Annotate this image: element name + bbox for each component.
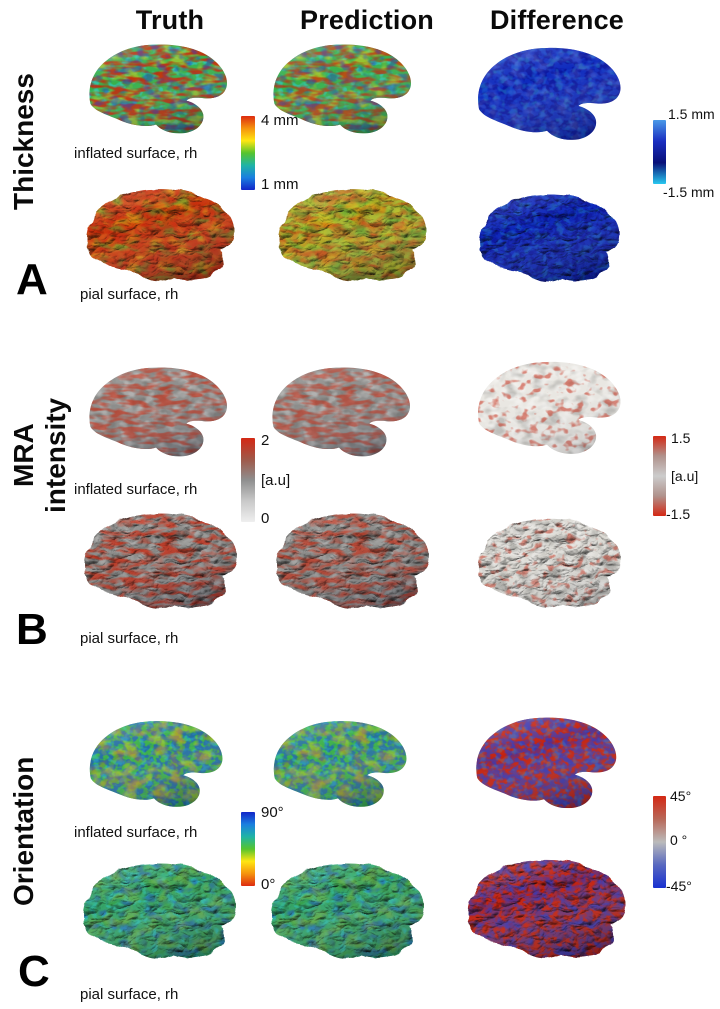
column-header-prediction: Prediction [299,5,435,35]
colorbar-b-main [241,438,255,522]
brain-orientation-difference-inflated [476,717,617,809]
colorbar-b-main-max-label: 2 [261,432,270,449]
column-header-difference: Difference [489,5,625,35]
colorbar-c-diff-max-label: 45° [670,788,692,804]
panel-b-inflated-surface-label: inflated surface, rh [74,481,198,498]
panel-c-letter: C [18,947,50,996]
brain-mra-prediction-inflated [272,367,411,457]
panel-c-inflated-surface-label: inflated surface, rh [74,824,198,841]
brain-thickness-difference-pial [479,194,619,283]
panel-b-pial-surface-label: pial surface, rh [80,630,179,647]
colorbar-a-diff-min-label: -1.5 mm [663,184,715,200]
brain-mra-truth-inflated [89,367,228,457]
colorbar-b-main-min-label: 0 [261,510,270,527]
colorbar-c-diff-mid-label: 0 ° [670,832,688,848]
colorbar-b-diff-unit-label: [a.u] [671,468,699,484]
panel-b-letter: B [16,605,48,654]
panel-a-inflated-surface-label: inflated surface, rh [74,145,198,162]
colorbar-a-diff-max-label: 1.5 mm [668,106,715,122]
panel-a-pial-surface-label: pial surface, rh [80,286,179,303]
brain-mra-prediction-pial [276,513,429,610]
colorbar-a-main-max-label: 4 mm [261,112,299,129]
panel-a-letter: A [16,255,48,304]
brain-thickness-difference-inflated [478,47,621,140]
brain-orientation-prediction-inflated [273,721,407,807]
colorbar-c-main [241,812,255,886]
colorbar-c-main-min-label: 0° [261,876,276,893]
colorbar-c-diff [653,796,666,888]
brain-thickness-truth-inflated [89,44,228,134]
brain-orientation-truth-inflated [89,721,223,807]
brain-mra-difference-inflated [478,361,621,454]
brain-thickness-prediction-pial [278,189,426,282]
colorbar-c-diff-min-label: -45° [666,878,692,894]
colorbar-a-main [241,116,255,190]
brain-orientation-difference-pial [468,859,625,959]
colorbar-a-diff [653,120,666,184]
brain-thickness-prediction-inflated [273,44,412,134]
brain-orientation-truth-pial [83,863,236,960]
colorbar-a-main-min-label: 1 mm [261,176,299,193]
colorbar-b-main-unit-label: [a.u] [261,472,291,489]
colorbar-b-diff-min-label: -1.5 [666,506,691,522]
column-header-truth: Truth [135,5,205,35]
colorbar-b-diff [653,436,666,516]
brain-mra-truth-pial [84,513,237,610]
panel-c-measure-label: Orientation [8,756,39,906]
brain-thickness-truth-pial [86,189,234,282]
brain-mra-difference-pial [478,518,620,609]
colorbar-b-diff-max-label: 1.5 [671,430,691,446]
brain-orientation-prediction-pial [271,863,424,960]
colorbar-c-main-max-label: 90° [261,804,284,821]
panel-c-pial-surface-label: pial surface, rh [80,986,179,1003]
